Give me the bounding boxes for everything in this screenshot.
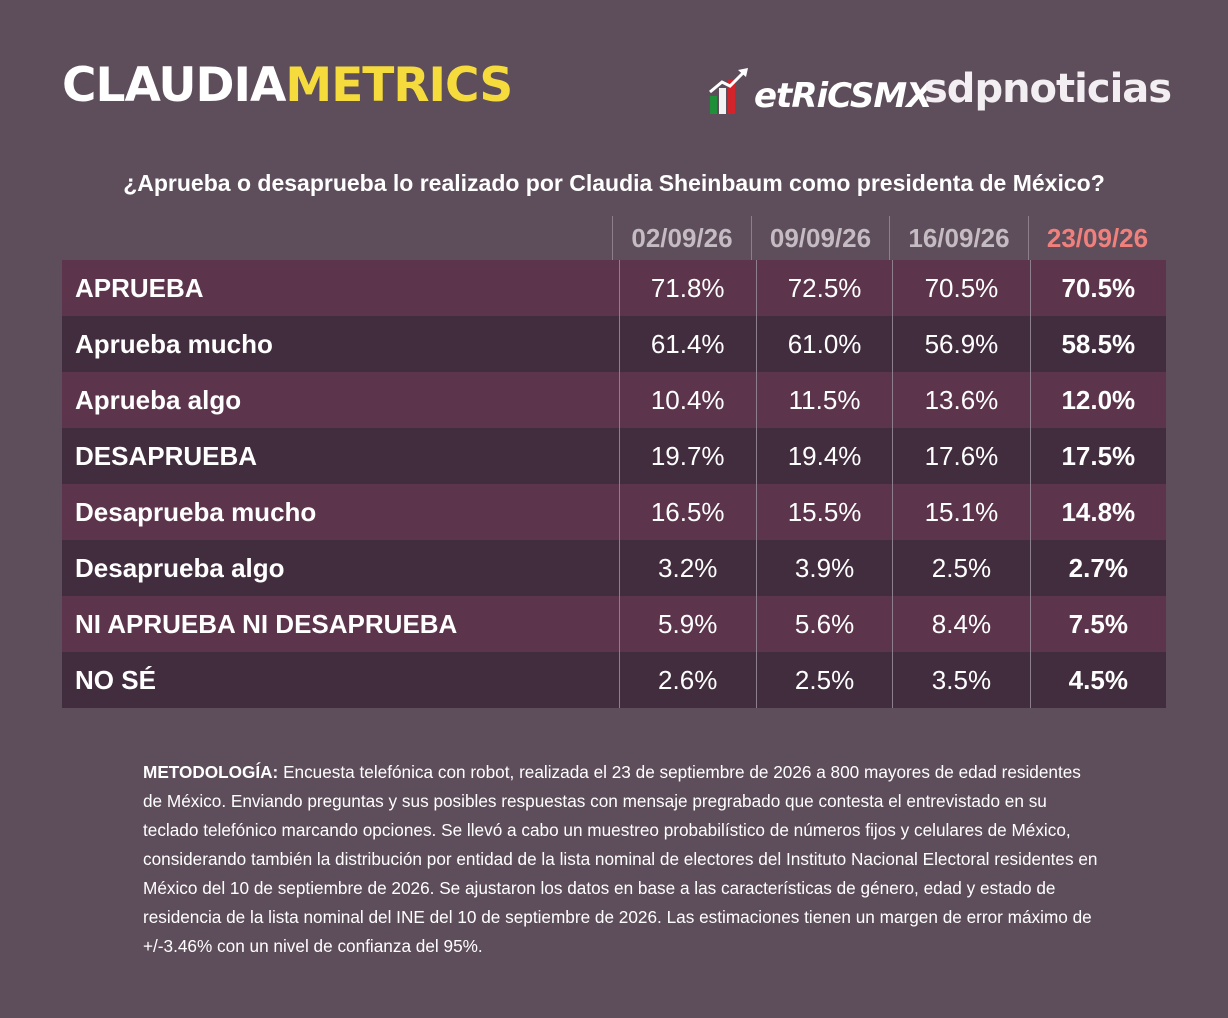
value-cell: 72.5% [755,260,892,316]
value-cell: 71.8% [618,260,756,316]
value-cell: 61.4% [618,316,756,372]
value-cell: 70.5% [892,260,1029,316]
column-header: 09/09/26 [751,216,889,260]
value-cell: 19.7% [618,428,756,484]
value-cell: 2.6% [618,652,756,708]
bar-chart-arrow-icon [709,68,748,114]
value-cell: 7.5% [1029,596,1166,652]
row-label: Desaprueba algo [75,553,285,583]
table-row: APRUEBA 71.8% 72.5% 70.5% 70.5% [62,260,1166,316]
table-row: Aprueba mucho 61.4% 61.0% 56.9% 58.5% [62,316,1166,372]
logo-part-metrics: METRICS [285,58,513,113]
sdpnoticias-logo: sdpnoticias [924,66,1172,112]
table-row: Desaprueba mucho 16.5% 15.5% 15.1% 14.8% [62,484,1166,540]
value-cell: 5.6% [755,596,892,652]
value-cell: 2.7% [1029,540,1166,596]
value-cell: 58.5% [1029,316,1166,372]
value-cell: 3.5% [892,652,1029,708]
value-cell: 15.1% [892,484,1029,540]
value-cell: 16.5% [618,484,756,540]
value-cell: 3.2% [618,540,756,596]
row-label: APRUEBA [75,273,204,303]
value-cell: 14.8% [1029,484,1166,540]
table-row: Desaprueba algo 3.2% 3.9% 2.5% 2.7% [62,540,1166,596]
value-cell: 61.0% [755,316,892,372]
value-cell: 17.6% [892,428,1029,484]
value-cell: 2.5% [755,652,892,708]
row-label: Aprueba mucho [75,329,273,359]
value-cell: 2.5% [892,540,1029,596]
table-row: NI APRUEBA NI DESAPRUEBA 5.9% 5.6% 8.4% 7.5% [62,596,1166,652]
value-cell: 15.5% [755,484,892,540]
logo-part-claudia: CLAUDIA [62,58,286,113]
table-row: DESAPRUEBA 19.7% 19.4% 17.6% 17.5% [62,428,1166,484]
value-cell: 12.0% [1029,372,1166,428]
value-cell: 3.9% [755,540,892,596]
column-header: 02/09/26 [612,216,751,260]
value-cell: 70.5% [1029,260,1166,316]
value-cell: 56.9% [892,316,1029,372]
value-cell: 13.6% [892,372,1029,428]
row-label: DESAPRUEBA [75,441,258,471]
value-cell: 11.5% [755,372,892,428]
row-label: NO SÉ [75,665,156,695]
column-header-latest: 23/09/26 [1028,216,1166,260]
methodology-label: METODOLOGÍA: [143,762,279,782]
value-cell: 17.5% [1029,428,1166,484]
value-cell: 19.4% [755,428,892,484]
table-row: NO SÉ 2.6% 2.5% 3.5% 4.5% [62,652,1166,708]
value-cell: 10.4% [618,372,756,428]
claudiametrics-logo: CLAUDIAMETRICS [62,58,513,113]
value-cell: 8.4% [892,596,1029,652]
value-cell: 4.5% [1029,652,1166,708]
methodology-text: Encuesta telefónica con robot, realizada… [143,762,1098,956]
table-row: Aprueba algo 10.4% 11.5% 13.6% 12.0% [62,372,1166,428]
table-header: 02/09/26 09/09/26 16/09/26 23/09/26 [612,216,1166,260]
results-table: APRUEBA 71.8% 72.5% 70.5% 70.5% Aprueba mucho… [62,260,1166,708]
row-label: NI APRUEBA NI DESAPRUEBA [75,609,458,639]
chart-title: ¿Aprueba o desaprueba lo realizado por C… [123,170,1105,196]
methodology-note: METODOLOGÍA: Encuesta telefónica con rob… [143,758,1103,961]
metricsmx-logo: etRiCSMX [708,64,932,116]
column-header: 16/09/26 [889,216,1028,260]
value-cell: 5.9% [618,596,756,652]
metricsmx-logo-text: etRiCSMX [754,76,932,116]
row-label: Desaprueba mucho [75,497,317,527]
row-label: Aprueba algo [75,385,242,415]
